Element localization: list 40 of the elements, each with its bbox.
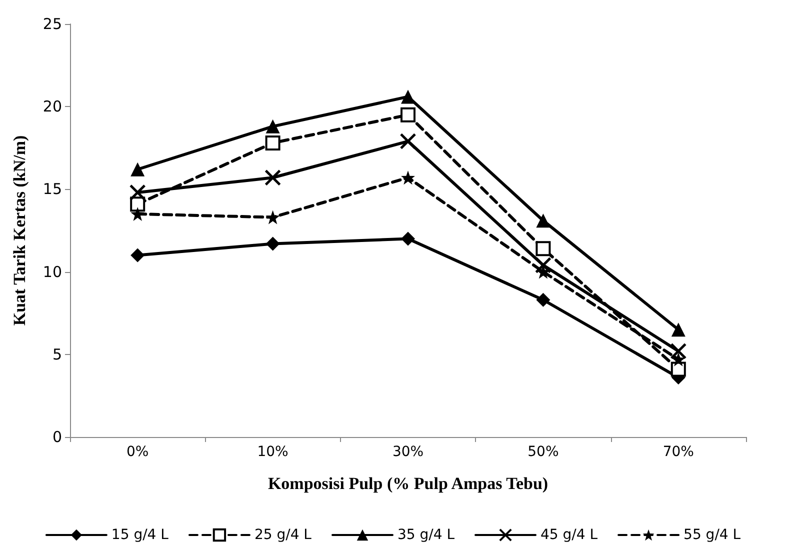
- x-tick-label: 50%: [528, 444, 559, 460]
- point: [400, 107, 416, 122]
- point: [400, 133, 416, 150]
- point: [536, 214, 550, 228]
- point: [671, 352, 686, 366]
- point: [401, 170, 415, 185]
- point: [266, 236, 280, 251]
- y-tick-label: 15: [42, 180, 62, 198]
- legend-label: 45 g/4 L: [540, 527, 598, 543]
- x-tick-label: 30%: [392, 444, 424, 460]
- legend-label: 15 g/4 L: [111, 527, 169, 543]
- point: [670, 342, 687, 360]
- point: [266, 210, 280, 224]
- point: [534, 256, 552, 274]
- point: [536, 292, 550, 307]
- point: [130, 162, 145, 176]
- point: [130, 248, 145, 262]
- legend-label: 55 g/4 L: [684, 527, 741, 543]
- point: [264, 169, 282, 186]
- point: [266, 119, 280, 134]
- x-axis-title: Komposisi Pulp (% Pulp Ampas Tebu): [268, 474, 548, 493]
- y-tick-label: 25: [42, 15, 62, 33]
- x-tick-label: 10%: [257, 444, 288, 460]
- point: [401, 90, 415, 104]
- y-axis-title: Kuat Tarik Kertas (kN/m): [10, 135, 29, 326]
- x-tick-label: 70%: [662, 444, 694, 460]
- point: [130, 206, 145, 221]
- point: [536, 241, 551, 256]
- y-tick-label: 20: [42, 98, 62, 116]
- point: [401, 232, 415, 246]
- point: [670, 362, 686, 377]
- y-tick-label: 10: [42, 262, 62, 281]
- point: [265, 135, 280, 150]
- point: [671, 322, 686, 337]
- legend-label: 35 g/4 L: [397, 527, 455, 543]
- point: [129, 184, 146, 201]
- y-tick-label: 0: [52, 428, 62, 446]
- legend-label: 25 g/4 L: [254, 527, 312, 543]
- x-tick-label: 0%: [126, 444, 149, 460]
- y-tick-label: 5: [52, 345, 62, 364]
